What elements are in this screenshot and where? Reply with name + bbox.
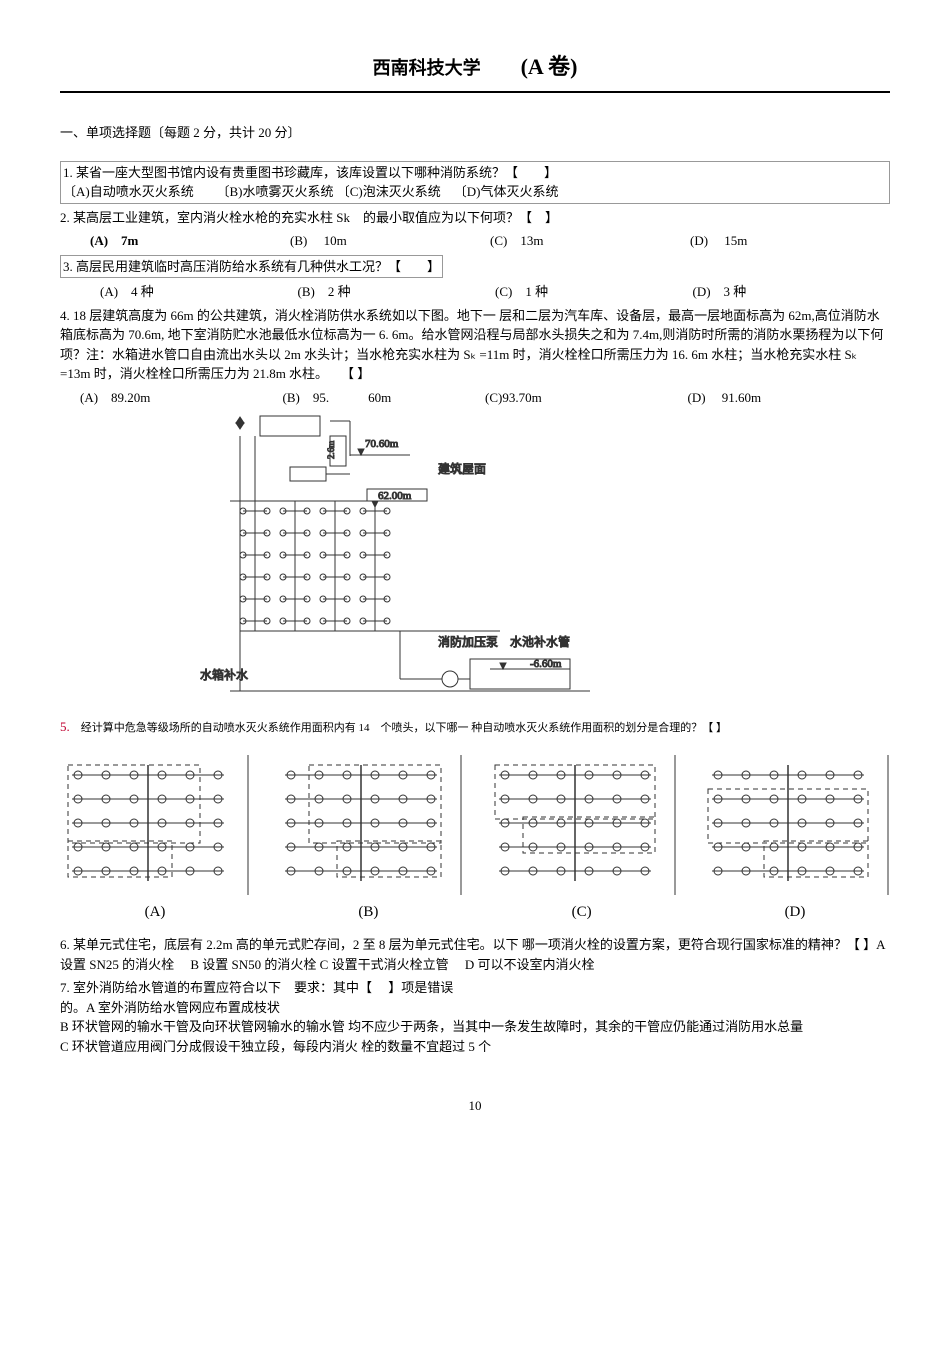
q4-opt-c: (C)93.70m [485,388,688,408]
q3-opt-c: (C) 1 种 [495,282,693,302]
figure-q4: 2.6m 70.60m 建筑屋面 62.00m 消防加 [200,411,890,711]
figure-q5: (A) (B) (C) (D) [60,755,890,924]
fig1-label-7060: 70.60m [365,438,399,450]
fig1-label-pipe: 水池补水管 [510,634,570,649]
q3-options: (A) 4 种 (B) 2 种 (C) 1 种 (D) 3 种 [100,282,890,302]
q1-stem-box: 1. 某省一座大型图书馆内设有贵重图书珍藏库，该库设置以下哪种消防系统？【 】 … [60,161,890,204]
q5-panel-a: (A) [60,755,250,924]
question-4: 4. 18 层建筑高度为 66m 的公共建筑，消火栓消防供水系统如以下图。地下一… [60,306,890,384]
q5-panel-b: (B) [273,755,463,924]
question-7: 7. 室外消防给水管道的布置应符合以下 要求：其中【 】项是错误 的。A 室外消… [60,978,890,1056]
q5-label-d: (D) [700,901,890,924]
paper-label: (A 卷) [521,50,578,83]
q4-opt-b: (B) 95. 60m [283,388,486,408]
q4-opt-a: (A) 89.20m [80,388,283,408]
q5-label-a: (A) [60,901,250,924]
q2-opt-d: (D) 15m [690,231,890,251]
page-number: 10 [60,1096,890,1116]
question-2: 2. 某高层工业建筑，室内消火栓水枪的充实水柱 Sk 的最小取值应为以下何项？【… [60,208,890,228]
university-name: 西南科技大学 [373,55,481,82]
section-1-title: 一、单项选择题〔每题 2 分，共计 20 分〕 [60,123,890,143]
exam-header: 西南科技大学 (A 卷) [60,50,890,83]
q3-opt-d: (D) 3 种 [693,282,891,302]
q2-opt-a: (A) 7m [90,233,138,248]
q5-label-c: (C) [487,901,677,924]
fig1-2-6m: 2.6m [326,441,336,459]
fig1-label-6200: 62.00m [378,490,412,502]
q5-label-b: (B) [273,901,463,924]
q2-options: (A) 7m (B) 10m (C) 13m (D) 15m [90,231,890,251]
fig1-label-roof: 建筑屋面 [438,461,486,476]
q5-panel-d: (D) [700,755,890,924]
q7-line1: 7. 室外消防给水管道的布置应符合以下 要求：其中【 】项是错误 [60,978,890,998]
q3-box: 3. 高层民用建筑临时高压消防给水系统有几种供水工况？【 】 [60,255,443,279]
question-5: 5. 经计算中危急等级场所的自动喷水灭火系统作用面积内有 14 个喷头，以下哪一… [60,717,890,737]
q2-text: 2. 某高层工业建筑，室内消火栓水枪的充实水柱 Sk 的最小取值应为以下何项？【… [60,210,558,225]
header-rule [60,91,890,93]
q4-options: (A) 89.20m (B) 95. 60m (C)93.70m (D) 91.… [80,388,890,408]
q5-num: 5. [60,719,70,734]
fig1-label-pump: 消防加压泵 [438,634,498,649]
question-1: 1. 某省一座大型图书馆内设有贵重图书珍藏库，该库设置以下哪种消防系统？【 】 … [60,161,890,204]
q1-opt-c: 〔C)泡沫灭火系统 [337,184,441,199]
q3-opt-a: (A) 4 种 [100,282,298,302]
fig1-label-neg660: -6.60m [530,658,562,670]
question-3: 3. 高层民用建筑临时高压消防给水系统有几种供水工况？【 】 [60,255,890,279]
q5-text: 经计算中危急等级场所的自动喷水灭火系统作用面积内有 14 个喷头，以下哪一 种自… [81,722,727,734]
q1-opt-d: 〔D)气体灭火系统 [454,184,559,199]
q2-opt-c: (C) 13m [490,231,690,251]
q7-line2: 的。A 室外消防给水管网应布置成枝状 [60,998,890,1018]
fig1-label-tank-supply: 水箱补水 [200,667,248,682]
q7-line3: B 环状管网的输水干管及向环状管网输水的输水管 均不应少于两条，当其中一条发生故… [60,1017,890,1037]
q3-opt-b: (B) 2 种 [298,282,496,302]
q7-line4: C 环状管道应用阀门分成假设干独立段，每段内消火 栓的数量不宜超过 5 个 [60,1037,890,1057]
q1-opt-a: 〔A)自动喷水灭火系统 [63,184,194,199]
q1-opt-b: 〔B)水喷雾灭火系统 [216,184,333,199]
question-6: 6. 某单元式住宅，底层有 2.2m 高的单元式贮存间，2 至 8 层为单元式住… [60,935,890,974]
q2-opt-b: (B) 10m [290,231,490,251]
q5-panel-c: (C) [487,755,677,924]
q1-text: 1. 某省一座大型图书馆内设有贵重图书珍藏库，该库设置以下哪种消防系统？【 】 [63,165,557,180]
q4-opt-d: (D) 91.60m [688,388,891,408]
